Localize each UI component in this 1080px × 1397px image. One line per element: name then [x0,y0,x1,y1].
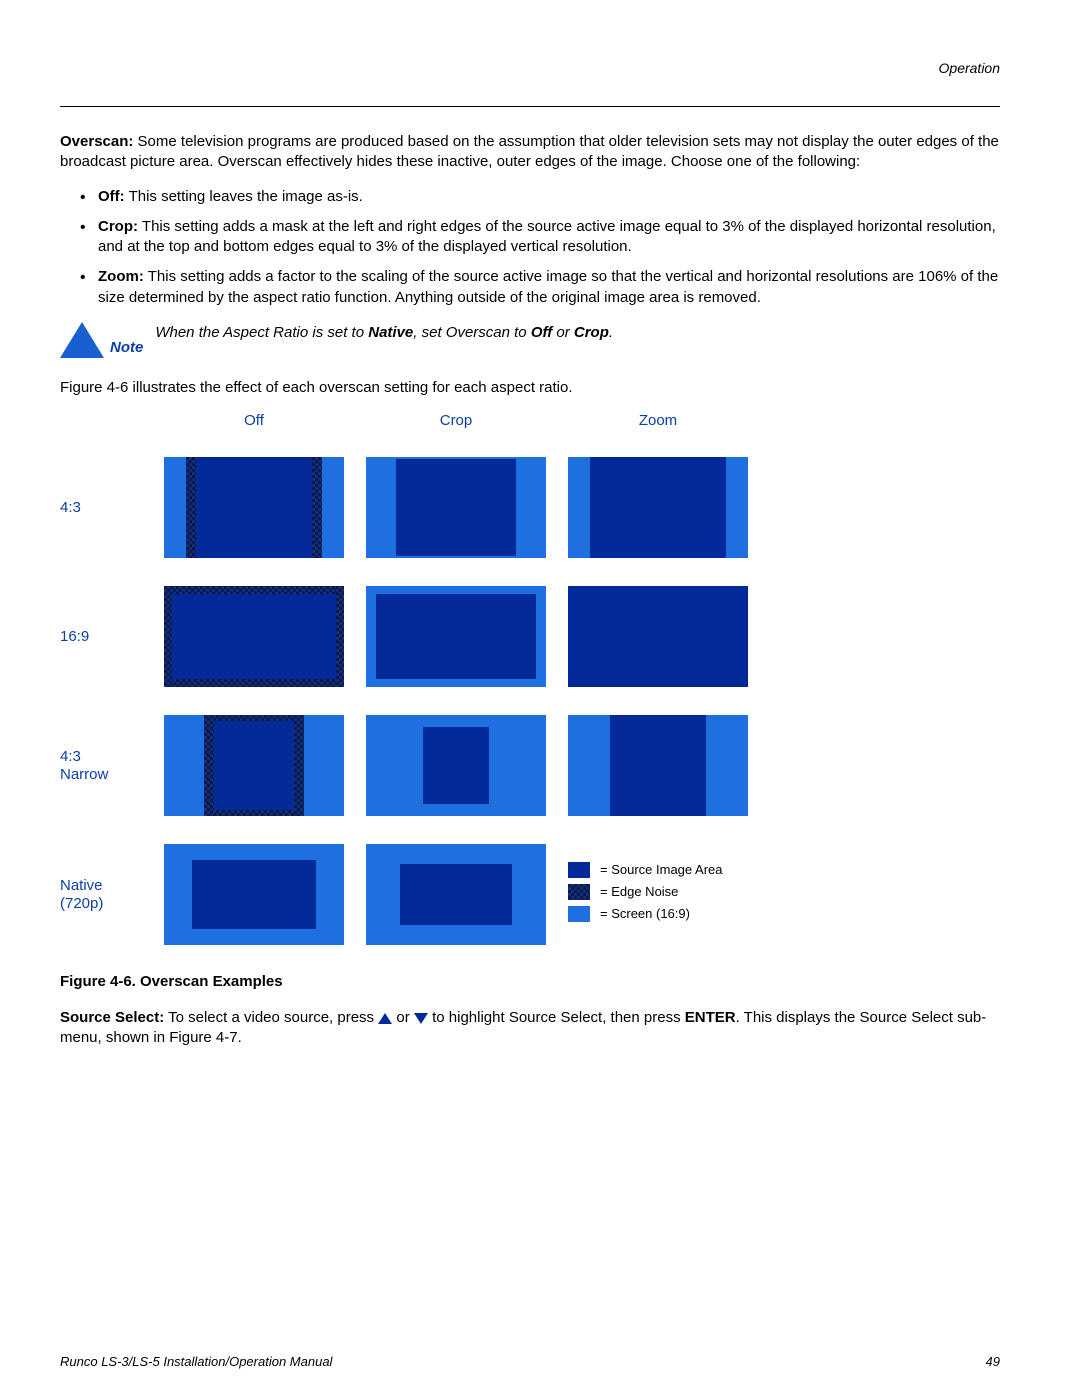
cell-169-crop [366,586,546,687]
col-zoom: Zoom [568,412,748,429]
legend-screen-label: = Screen (16:9) [600,906,690,921]
footer-title: Runco LS-3/LS-5 Installation/Operation M… [60,1354,332,1369]
swatch-screen [568,906,590,922]
item-text: This setting leaves the image as-is. [129,188,363,205]
row-narrow: 4:3 Narrow [60,748,142,784]
cell-169-zoom [568,586,748,687]
cell-nar-zoom [568,715,748,816]
overscan-intro-text: Some television programs are produced ba… [60,133,999,170]
note-block: Note When the Aspect Ratio is set to Nat… [60,322,1000,358]
row-169: 16:9 [60,628,142,646]
overscan-list: Off: This setting leaves the image as-is… [60,187,1000,308]
cell-nat-off [164,844,344,945]
legend-source: = Source Image Area [568,862,748,878]
note-label: Note [110,339,143,358]
page-footer: Runco LS-3/LS-5 Installation/Operation M… [60,1354,1000,1369]
note-text: When the Aspect Ratio is set to Native, … [155,322,1000,341]
col-crop: Crop [366,412,546,429]
source-select-label: Source Select: [60,1009,164,1026]
cell-43-off [164,457,344,558]
swatch-edge [568,884,590,900]
page-header: Operation [60,60,1000,107]
overscan-heading: Overscan: [60,133,133,150]
arrow-down-icon [414,1013,428,1024]
row-native: Native (720p) [60,877,142,913]
note-triangle-icon [60,322,104,358]
cell-nar-crop [366,715,546,816]
cell-169-off [164,586,344,687]
item-label: Off: [98,188,125,205]
legend-source-label: = Source Image Area [600,862,723,877]
list-item: Zoom: This setting adds a factor to the … [80,267,1000,308]
swatch-source [568,862,590,878]
cell-43-crop [366,457,546,558]
row-43: 4:3 [60,499,142,517]
section-title: Operation [939,60,1000,76]
item-label: Zoom: [98,268,144,285]
source-select-para: Source Select: To select a video source,… [60,1008,1000,1049]
col-off: Off [164,412,344,429]
item-label: Crop: [98,218,138,235]
item-text: This setting adds a factor to the scalin… [98,268,998,305]
arrow-up-icon [378,1013,392,1024]
cell-43-zoom [568,457,748,558]
cell-nat-crop [366,844,546,945]
overscan-grid: Off Crop Zoom 4:3 16:9 4:3 Narrow [60,412,1000,945]
item-text: This setting adds a mask at the left and… [98,218,996,255]
cell-nar-off [164,715,344,816]
list-item: Off: This setting leaves the image as-is… [80,187,1000,207]
overscan-intro: Overscan: Some television programs are p… [60,132,1000,173]
footer-page: 49 [986,1354,1000,1369]
list-item: Crop: This setting adds a mask at the le… [80,217,1000,258]
legend-edge-label: = Edge Noise [600,884,678,899]
figure-caption: Figure 4-6. Overscan Examples [60,973,1000,990]
legend-screen: = Screen (16:9) [568,906,748,922]
legend-edge: = Edge Noise [568,884,748,900]
legend: = Source Image Area = Edge Noise = Scree… [568,862,748,928]
figure-lead: Figure 4-6 illustrates the effect of eac… [60,378,1000,398]
